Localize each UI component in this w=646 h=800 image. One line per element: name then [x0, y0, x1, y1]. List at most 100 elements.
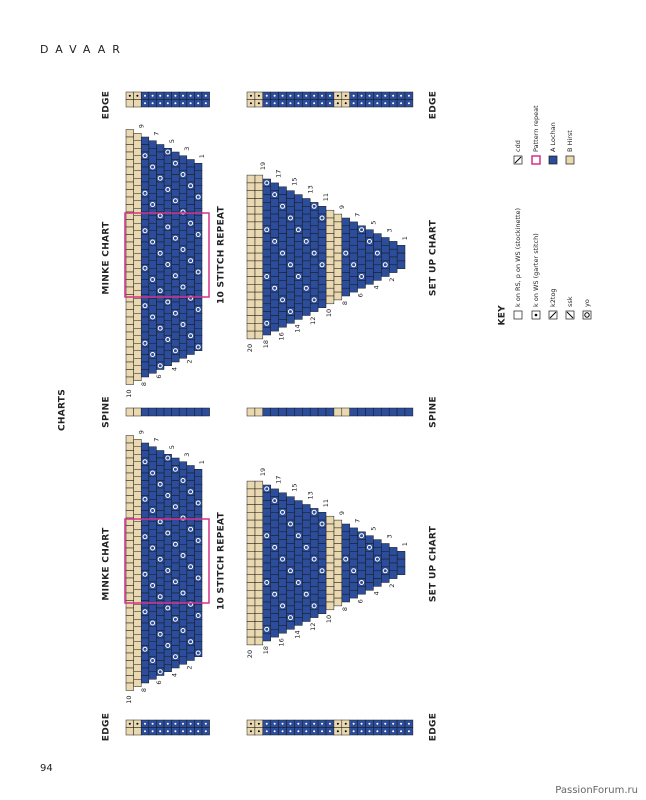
chart-cell — [163, 328, 172, 336]
chart-cell — [278, 209, 287, 219]
yo-symbol — [280, 603, 286, 609]
chart-cell — [246, 480, 256, 490]
yo-symbol — [172, 310, 178, 316]
chart-cell — [140, 555, 150, 564]
yo-symbol — [157, 556, 163, 562]
chart-cell — [178, 604, 188, 612]
chart-cell — [125, 369, 134, 378]
chart-cell — [171, 472, 180, 481]
stitch-dot — [189, 730, 192, 733]
chart-cell — [133, 491, 142, 500]
chart-cell — [317, 407, 327, 417]
chart-cell — [156, 181, 165, 190]
chart-cell — [294, 233, 303, 242]
chart-cell — [294, 225, 303, 234]
chart-cell — [317, 252, 327, 262]
chart-cell — [254, 613, 264, 622]
chart-cell — [254, 512, 264, 521]
chart-cell — [246, 221, 256, 230]
chart-cell — [156, 525, 165, 534]
chart-cell — [178, 544, 188, 552]
chart-cell — [333, 252, 343, 262]
chart-cell — [140, 525, 150, 534]
chart-cell — [156, 487, 165, 496]
row-number: 3 — [385, 228, 393, 232]
chart-cell — [333, 237, 343, 246]
chart-cell — [270, 527, 279, 536]
chart-cell — [148, 178, 157, 186]
stitch-dot — [400, 722, 403, 725]
chart-cell — [171, 316, 180, 325]
chart-cell — [125, 271, 134, 280]
chart-cell — [278, 625, 287, 634]
chart-cell — [349, 284, 358, 293]
chart-cell — [125, 354, 134, 363]
chart-cell — [294, 217, 303, 227]
chart-cell — [186, 159, 195, 168]
chart-cell — [156, 166, 165, 175]
row-number: 16 — [278, 638, 286, 646]
chart-cell — [125, 555, 134, 564]
stitch-dot — [400, 94, 403, 97]
chart-cell — [163, 454, 172, 462]
chart-cell — [302, 519, 311, 529]
chart-cell — [325, 570, 335, 579]
chart-cell — [140, 331, 150, 340]
chart-cell — [373, 407, 382, 417]
stitch-dot — [265, 102, 268, 105]
chart-cell — [349, 566, 358, 575]
row-number: 11 — [322, 193, 330, 201]
chart-cell — [357, 225, 366, 234]
chart-cell — [156, 510, 165, 519]
row-number: 9 — [338, 205, 346, 209]
chart-cell — [148, 335, 157, 344]
chart-cell — [194, 566, 203, 575]
chart-cell — [148, 208, 157, 216]
chart-cell — [171, 660, 180, 669]
chart-cell — [148, 634, 157, 642]
stitch-dot — [384, 94, 387, 97]
chart-cell — [186, 286, 195, 295]
chart-cell — [171, 480, 180, 489]
chart-cell — [125, 615, 134, 624]
chart-cell — [302, 252, 311, 262]
chart-cell — [278, 492, 287, 501]
yo-symbol — [180, 247, 186, 252]
chart-cell — [186, 189, 195, 198]
chart-cell — [156, 301, 165, 310]
chart-cell — [156, 645, 165, 654]
yo-symbol — [264, 227, 270, 233]
chart-cell — [278, 500, 287, 509]
chart-cell — [302, 535, 311, 544]
chart-cell — [365, 237, 374, 246]
chart-cell — [125, 196, 134, 205]
stitch-dot — [273, 730, 276, 733]
chart-cell — [178, 521, 188, 530]
chart-cell — [163, 407, 172, 417]
chart-cell — [286, 605, 295, 614]
chart-cell — [302, 245, 311, 254]
chart-cell — [140, 510, 150, 519]
chart-cell — [262, 248, 271, 258]
chart-cell — [186, 324, 195, 333]
chart-cell — [294, 311, 303, 320]
yo-symbol — [264, 274, 270, 279]
yo-symbol — [142, 265, 148, 271]
row-number: 19 — [259, 162, 267, 170]
stitch-dot — [328, 730, 331, 733]
chart-cell — [246, 291, 256, 301]
chart-cell — [163, 649, 172, 657]
chart-cell — [286, 504, 295, 513]
yo-symbol — [142, 153, 148, 159]
chart-cell — [171, 241, 180, 250]
chart-cell — [325, 233, 335, 242]
chart-cell — [341, 280, 350, 289]
chart-cell — [171, 457, 180, 466]
stitch-dot — [313, 730, 316, 733]
chart-cell — [163, 566, 172, 575]
chart-cell — [125, 682, 134, 691]
chart-cell — [125, 540, 134, 549]
chart-cell — [171, 279, 180, 288]
chart-cell — [381, 566, 390, 575]
chart-cell — [171, 174, 180, 183]
